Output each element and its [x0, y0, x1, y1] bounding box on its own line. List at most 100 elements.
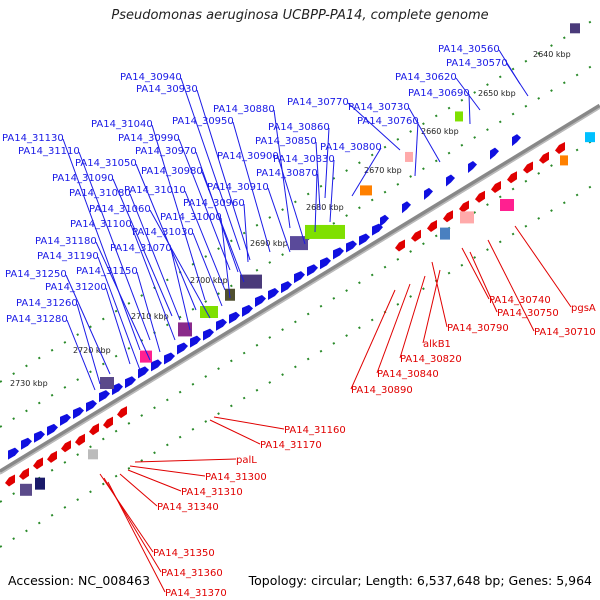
leader-line: [129, 193, 181, 321]
forward-gene-label: PA14_30950: [172, 116, 234, 127]
forward-gene-arrow: [402, 201, 411, 214]
gene-block: [585, 132, 595, 143]
forward-gene-label: PA14_31060: [89, 204, 151, 215]
strand-dots-3: [0, 180, 600, 548]
leader-line: [201, 171, 245, 283]
leader-line: [487, 239, 535, 332]
forward-gene-arrow: [346, 240, 357, 253]
leader-line: [184, 190, 226, 291]
reverse-gene-label: PA14_30710: [534, 327, 596, 338]
leader-line: [351, 147, 382, 197]
leader-line: [105, 287, 131, 365]
forward-gene-label: PA14_30560: [438, 44, 500, 55]
forward-gene-arrow: [125, 376, 136, 389]
reverse-gene-label: PA14_30750: [497, 308, 559, 319]
forward-gene-arrow: [203, 328, 214, 341]
leader-line: [324, 127, 330, 199]
gene-block: [455, 111, 463, 122]
strand-dotted-lines: [0, 15, 600, 548]
reverse-gene-arrow: [459, 200, 469, 213]
accession-text: Accession: NC_008463: [8, 573, 151, 588]
gene-block: [88, 449, 98, 460]
reverse-gene-arrow: [507, 171, 517, 184]
leader-line: [180, 77, 241, 251]
forward-gene-arrow: [34, 430, 45, 443]
forward-gene-arrow: [320, 257, 331, 270]
leader-line: [192, 232, 223, 307]
leader-line: [431, 261, 448, 328]
kbp-ticks: 2640 kbp 2650 kbp 2660 kbp 2670 kbp 2680 kbp…: [10, 50, 571, 388]
leader-line: [129, 465, 206, 477]
leader-line: [414, 121, 419, 177]
forward-gene-arrow: [359, 233, 370, 246]
leader-line: [112, 178, 173, 317]
reverse-gene-arrow: [411, 229, 421, 242]
forward-gene-label: PA14_30760: [357, 116, 419, 127]
leader-line: [149, 209, 211, 319]
forward-gene-arrow: [294, 271, 305, 284]
forward-gene-label: PA14_30620: [395, 72, 457, 83]
kbp-tick-label: 2670 kbp: [364, 166, 402, 175]
leader-line: [127, 469, 182, 492]
leader-line: [514, 225, 572, 308]
gene-block: [460, 211, 474, 224]
label-leader-lines: [62, 49, 572, 593]
forward-gene-label: PA14_30910: [207, 182, 269, 193]
leader-line: [314, 173, 318, 233]
reverse-gene-label: PA14_30790: [447, 323, 509, 334]
forward-gene-label: PA14_30850: [255, 136, 317, 147]
forward-gene-label: PA14_30830: [273, 154, 335, 165]
forward-gene-label: PA14_31070: [110, 243, 172, 254]
leader-line: [468, 93, 471, 125]
leader-line: [95, 241, 151, 361]
reverse-gene-label: PA14_30740: [489, 295, 551, 306]
leader-line: [76, 303, 101, 385]
reverse-gene-arrow: [5, 474, 15, 487]
forward-gene-arrow: [512, 134, 521, 147]
leader-line: [66, 319, 96, 391]
leader-line: [408, 107, 441, 163]
forward-gene-arrow: [151, 359, 162, 372]
leader-line: [136, 271, 161, 353]
forward-gene-label: PA14_31200: [45, 282, 107, 293]
gene-block: [405, 151, 413, 162]
forward-gene-label: PA14_30970: [135, 146, 197, 157]
leader-line: [350, 289, 396, 390]
forward-gene-arrow: [229, 311, 240, 324]
reverse-gene-arrow: [539, 151, 549, 164]
leader-line: [461, 247, 490, 300]
reverse-gene-arrow: [61, 440, 71, 453]
leader-line: [329, 159, 335, 223]
forward-gene-arrow: [372, 223, 383, 236]
kbp-tick-label: 2720 kbp: [73, 346, 111, 355]
topology-text: Topology: circular; Length: 6,537,648 bp…: [248, 573, 592, 588]
forward-gene-label: PA14_31130: [2, 133, 64, 144]
leader-line: [376, 283, 411, 374]
gene-block: [500, 199, 514, 211]
reverse-gene-arrow: [103, 416, 113, 429]
genome-backbone: [0, 103, 600, 475]
gene-block: [100, 377, 114, 389]
leader-line: [99, 473, 154, 553]
forward-gene-arrow: [333, 247, 344, 260]
forward-gene-label: PA14_30860: [268, 122, 330, 133]
leader-line: [178, 138, 231, 271]
forward-gene-label: PA14_30800: [320, 142, 382, 153]
leader-line: [315, 141, 321, 211]
reverse-gene-label: PA14_31350: [153, 548, 215, 559]
kbp-tick-label: 2650 kbp: [478, 89, 516, 98]
forward-gene-arrow: [216, 318, 227, 331]
forward-gene-label: PA14_30730: [348, 102, 410, 113]
leader-line: [399, 275, 426, 359]
forward-gene-arrow: [164, 352, 175, 365]
forward-gene-arrow: [47, 423, 58, 436]
forward-gene-label: PA14_31000: [160, 212, 222, 223]
forward-gene-arrow: [138, 366, 149, 379]
forward-gene-label: PA14_30880: [213, 104, 275, 115]
forward-gene-label: PA14_31250: [5, 269, 67, 280]
gene-block: [570, 23, 580, 34]
reverse-gene-label: PA14_31310: [181, 487, 243, 498]
forward-gene-label: PA14_31010: [124, 185, 186, 196]
strand-dots-2: [0, 135, 600, 503]
forward-gene-label: PA14_31190: [37, 251, 99, 262]
